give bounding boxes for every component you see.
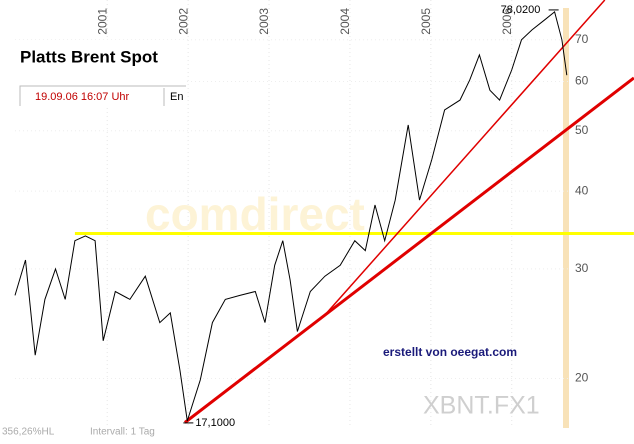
header-bg: [10, 40, 186, 106]
tab-label[interactable]: En: [170, 91, 183, 103]
x-tick-label: 2003: [257, 8, 271, 35]
y-tick-label: 60: [575, 74, 589, 88]
trend-line: [183, 76, 634, 424]
current-date-band: [563, 8, 569, 428]
y-tick-label: 70: [575, 32, 589, 46]
timestamp: 19.09.06 16:07 Uhr: [35, 91, 130, 103]
y-tick-label: 20: [575, 371, 589, 385]
credit: erstellt von oeegat.com: [383, 345, 517, 359]
watermark: comdirect: [145, 188, 365, 240]
chart-title: Platts Brent Spot: [20, 47, 158, 66]
tab-border: [19, 85, 186, 106]
x-tick-label: 2006: [500, 8, 514, 35]
symbol: XBNT.FX1: [423, 392, 540, 420]
header-box: Platts Brent Spot 19.09.06 16:07 Uhr En: [10, 40, 186, 106]
y-tick-label: 30: [575, 261, 589, 275]
min-label: 17,1000: [195, 417, 235, 429]
interval: Intervall: 1 Tag: [90, 427, 155, 438]
x-tick-label: 2005: [419, 8, 433, 35]
y-tick-label: 40: [575, 183, 589, 197]
x-tick-label: 2001: [95, 8, 109, 35]
price-line: [14, 11, 568, 422]
x-tick-label: 2004: [338, 8, 352, 35]
range-note: 356,26%HL: [2, 427, 55, 438]
y-tick-label: 50: [575, 123, 589, 137]
max-label: 78,0200: [501, 4, 541, 16]
x-tick-label: 2002: [176, 8, 190, 35]
trend-line: [324, 0, 606, 316]
